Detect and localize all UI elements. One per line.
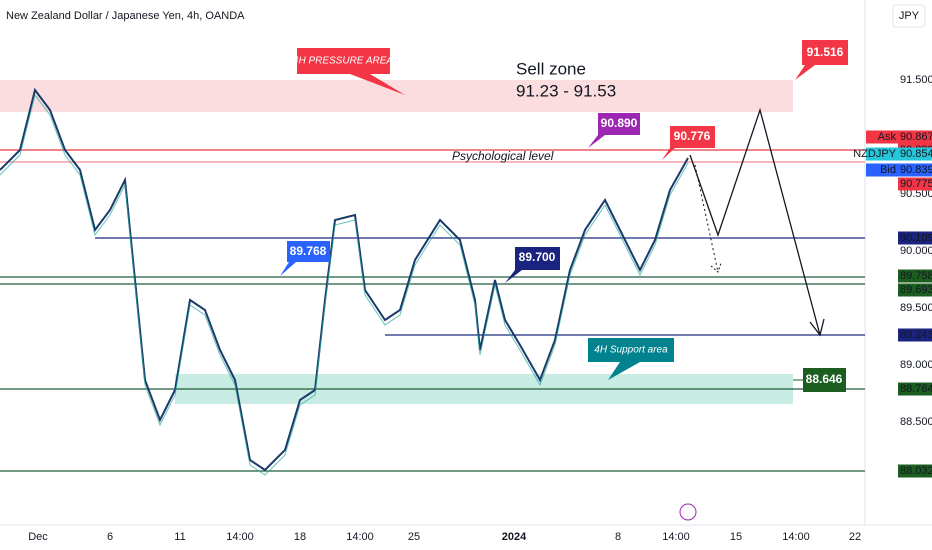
price-tag: [898, 269, 932, 283]
price-tag: [898, 163, 932, 177]
chart-title: New Zealand Dollar / Japanese Yen, 4h, O…: [6, 10, 245, 22]
price-tag-label: 90.109: [900, 232, 932, 244]
time-tick: 8: [615, 531, 621, 543]
currency[interactable]: JPY: [899, 10, 920, 22]
time-tick: Dec: [28, 531, 48, 543]
axes: 91.50091.00090.50090.00089.50089.00088.5…: [28, 74, 932, 543]
callout-text: 88.646: [806, 372, 843, 386]
price-tag-label: 90.839: [900, 164, 932, 176]
time-tick: 15: [730, 531, 742, 543]
price-tag-label: 88.764: [900, 383, 932, 395]
time-tick: 18: [294, 531, 306, 543]
callout-text: 89.768: [290, 244, 327, 258]
price-tag-name: NZDJPY: [853, 148, 896, 160]
callout: [588, 338, 674, 380]
price-tag-label: 89.693: [900, 284, 932, 296]
price-tag-label: 90.854: [900, 148, 932, 160]
psych-label: Psychological level: [452, 149, 554, 163]
price-tag-label: 89.758: [900, 270, 932, 282]
price-tag-label: 89.243: [900, 329, 932, 341]
callout-text: 4H Support area: [594, 345, 668, 356]
price-tick: 89.500: [900, 302, 932, 314]
levels: [0, 149, 865, 472]
sell-range: 91.23 - 91.53: [516, 81, 616, 100]
callout: [803, 368, 846, 392]
callout-text: 90.776: [674, 129, 711, 143]
price-path-shade: [0, 93, 689, 476]
time-tick: 14:00: [346, 531, 374, 543]
projection-dotted-head: [710, 262, 722, 273]
callout: [297, 48, 405, 95]
time-tick: 14:00: [226, 531, 254, 543]
callout-text: 90.890: [601, 116, 638, 130]
price-tag: [898, 130, 932, 144]
time-tick: 14:00: [662, 531, 690, 543]
projection: [689, 107, 821, 336]
projection-dotted: [694, 164, 719, 273]
price-tag-label: 90.775: [900, 178, 932, 190]
callout: [588, 113, 640, 148]
callout: [662, 126, 715, 160]
time-tick: 6: [107, 531, 113, 543]
callout: [795, 40, 848, 80]
price-tag: [898, 177, 932, 191]
price-tag: [898, 464, 932, 478]
price-tag: [898, 382, 932, 396]
price-tick: 88.500: [900, 416, 932, 428]
time-tick: 2024: [502, 531, 527, 543]
pressure-zone: [0, 80, 793, 112]
currency-button[interactable]: [892, 4, 926, 28]
price-tag-name-box: [866, 163, 898, 177]
callout: [280, 241, 330, 276]
time-tick: 25: [408, 531, 420, 543]
time-tick: 22: [849, 531, 861, 543]
sell-zone: Sell zone: [516, 59, 586, 78]
price-tag-name: Ask: [878, 131, 897, 143]
price-tick: 89.000: [900, 359, 932, 371]
price-tag: [898, 283, 932, 297]
price-tag-name-box: [866, 130, 898, 144]
callout-text: 89.700: [519, 250, 556, 264]
event-icon[interactable]: [679, 503, 697, 521]
price-tick: 90.500: [900, 188, 932, 200]
price-tag-name-box: [866, 147, 898, 161]
price-tag-label: 88.032: [900, 465, 932, 477]
time-tick: 14:00: [782, 531, 810, 543]
time-tick: 11: [174, 531, 185, 543]
price-tag: [898, 231, 932, 245]
callout: [505, 247, 560, 283]
price-tick: 90.000: [900, 245, 932, 257]
price-tag: [898, 147, 932, 161]
price-tag-name: Bid: [880, 164, 896, 176]
callout-text: 4H PRESSURE AREA: [293, 56, 394, 67]
price-tick: 91.500: [900, 74, 932, 86]
price-tag-label: 90.867: [900, 131, 932, 143]
projection-arrowhead: [809, 318, 825, 337]
price-tag: [898, 328, 932, 342]
callout-text: 91.516: [807, 45, 844, 59]
